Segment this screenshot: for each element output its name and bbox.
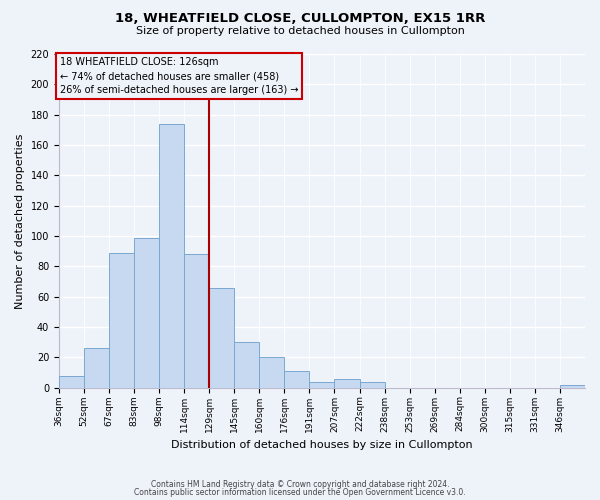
Text: Contains HM Land Registry data © Crown copyright and database right 2024.: Contains HM Land Registry data © Crown c… — [151, 480, 449, 489]
Bar — [84, 348, 109, 388]
Bar — [284, 371, 310, 388]
Bar — [159, 124, 184, 388]
Bar — [259, 358, 284, 388]
Bar — [209, 288, 234, 388]
Text: 18, WHEATFIELD CLOSE, CULLOMPTON, EX15 1RR: 18, WHEATFIELD CLOSE, CULLOMPTON, EX15 1… — [115, 12, 485, 26]
Text: Contains public sector information licensed under the Open Government Licence v3: Contains public sector information licen… — [134, 488, 466, 497]
Text: 18 WHEATFIELD CLOSE: 126sqm
← 74% of detached houses are smaller (458)
26% of se: 18 WHEATFIELD CLOSE: 126sqm ← 74% of det… — [60, 57, 298, 95]
Bar — [109, 252, 134, 388]
Bar — [310, 382, 334, 388]
X-axis label: Distribution of detached houses by size in Cullompton: Distribution of detached houses by size … — [171, 440, 473, 450]
Bar — [184, 254, 209, 388]
Bar — [134, 238, 159, 388]
Bar — [334, 378, 359, 388]
Y-axis label: Number of detached properties: Number of detached properties — [15, 133, 25, 308]
Text: Size of property relative to detached houses in Cullompton: Size of property relative to detached ho… — [136, 26, 464, 36]
Bar — [560, 384, 585, 388]
Bar — [59, 376, 84, 388]
Bar — [359, 382, 385, 388]
Bar — [234, 342, 259, 388]
